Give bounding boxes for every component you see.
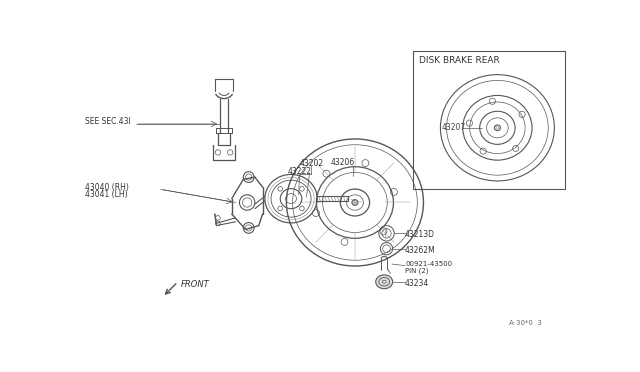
Bar: [413, 51, 565, 189]
Text: DISK BRAKE REAR: DISK BRAKE REAR: [419, 55, 500, 64]
Text: 43234: 43234: [405, 279, 429, 288]
Ellipse shape: [494, 125, 500, 131]
Text: SEE SEC.43I: SEE SEC.43I: [86, 117, 131, 126]
Text: 00921-43500: 00921-43500: [405, 261, 452, 267]
Text: 43207: 43207: [442, 123, 466, 132]
Text: 43262M: 43262M: [405, 246, 436, 255]
Text: PIN (2): PIN (2): [405, 267, 429, 273]
Text: 43041 (LH): 43041 (LH): [86, 190, 128, 199]
Text: 43202: 43202: [300, 160, 324, 169]
Text: 43222: 43222: [288, 167, 312, 176]
Text: FRONT: FRONT: [181, 280, 210, 289]
Text: 43206: 43206: [330, 158, 355, 167]
Text: 43213D: 43213D: [405, 230, 435, 239]
Ellipse shape: [352, 200, 358, 205]
Ellipse shape: [376, 275, 393, 289]
Text: A·30*0  3: A·30*0 3: [509, 320, 542, 326]
Text: 43040 (RH): 43040 (RH): [86, 183, 129, 192]
